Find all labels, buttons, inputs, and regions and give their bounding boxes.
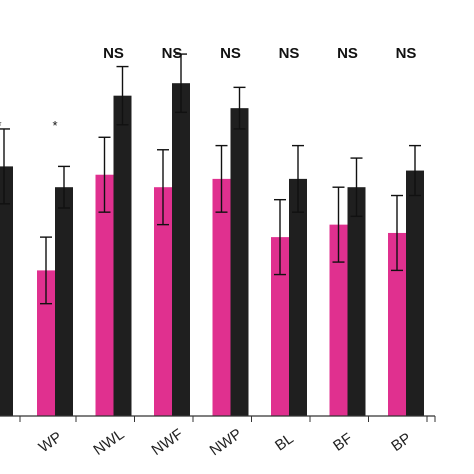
x-tick-label-bp: BP — [388, 430, 414, 455]
significance-label-bf: NS — [337, 45, 358, 62]
error-bar-wp-series-2 — [58, 165, 70, 209]
error-bar-wp-series-1 — [40, 236, 52, 305]
error-bar-nwp-series-1 — [215, 144, 228, 213]
significance-label-partial-group: * — [0, 118, 2, 133]
error-bar-bp-series-1 — [391, 194, 403, 272]
bar-nwp-series-1 — [212, 178, 231, 416]
bar-bp-series-1 — [388, 232, 406, 416]
significance-label-wp: * — [52, 118, 57, 133]
error-bar-nwf-series-1 — [157, 149, 169, 226]
x-tick-label-nwf: NWF — [149, 426, 187, 460]
x-tick-label-nwl: NWL — [90, 426, 127, 459]
error-bar-nwl-series-1 — [98, 136, 111, 213]
error-bar-bp-series-2 — [409, 144, 421, 197]
error-bar-partial-group-series-2 — [0, 128, 10, 205]
bar-bp-series-2 — [406, 170, 424, 416]
error-bar-bf-series-1 — [332, 186, 345, 263]
bar-nwl-series-1 — [95, 174, 114, 416]
bar-bf-series-2 — [347, 187, 366, 416]
error-bar-nwp-series-2 — [233, 86, 246, 130]
bar-wp-series-1 — [37, 270, 55, 416]
significance-label-bl: NS — [279, 45, 300, 62]
bar-nwf-series-2 — [172, 83, 190, 416]
significance-label-nwp: NS — [220, 45, 241, 62]
bar-bf-series-1 — [329, 224, 348, 416]
bar-partial-group-series-2 — [0, 166, 13, 416]
error-bar-bl-series-2 — [292, 144, 304, 213]
significance-label-nwl: NS — [103, 45, 124, 62]
bar-wp-series-2 — [55, 187, 73, 416]
bar-nwf-series-1 — [154, 187, 172, 416]
significance-label-nwf: NS — [162, 45, 183, 62]
error-bar-bf-series-2 — [350, 157, 363, 218]
x-tick-label-bf: BF — [330, 430, 355, 455]
x-tick-label-wp: WP — [36, 428, 66, 456]
x-tick-label-nwp: NWP — [207, 425, 245, 459]
bar-bl-series-2 — [289, 178, 307, 416]
bar-nwp-series-2 — [230, 108, 249, 416]
bar-bl-series-1 — [271, 237, 289, 416]
error-bar-bl-series-1 — [274, 198, 286, 276]
x-tick-label-bl: BL — [272, 430, 297, 454]
significance-label-bp: NS — [396, 45, 417, 62]
error-bar-nwl-series-2 — [116, 65, 129, 126]
error-bar-nwf-series-2 — [175, 53, 187, 114]
bar-nwl-series-2 — [113, 95, 132, 417]
